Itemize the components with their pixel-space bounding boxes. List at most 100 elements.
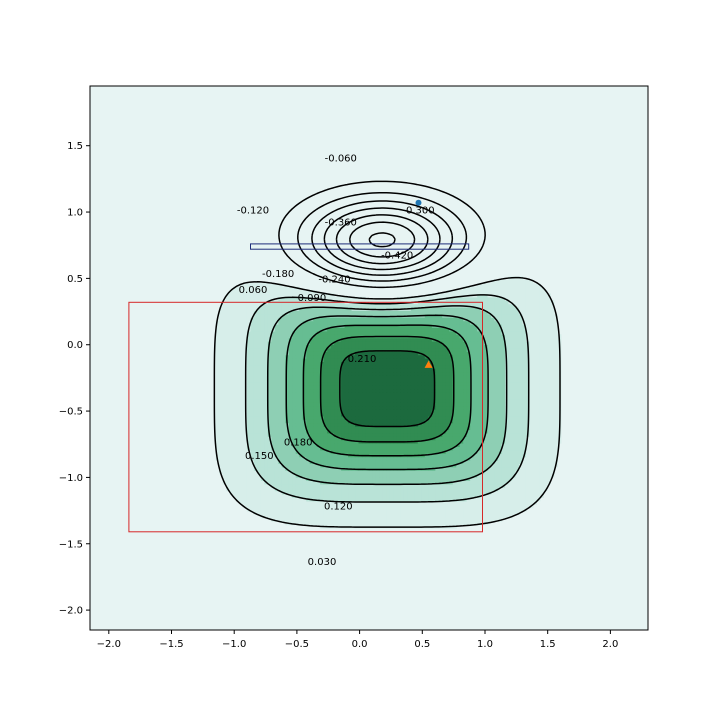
contour-fill-cell bbox=[459, 514, 464, 519]
contour-fill-cell bbox=[264, 395, 269, 400]
contour-fill-cell bbox=[309, 368, 314, 373]
contour-fill-cell bbox=[222, 453, 227, 458]
contour-fill-cell bbox=[257, 398, 262, 403]
contour-fill-cell bbox=[522, 494, 527, 498]
contour-fill-cell bbox=[410, 477, 415, 481]
contour-fill-cell bbox=[375, 473, 381, 478]
contour-fill-cell bbox=[442, 388, 447, 393]
contour-fill-cell bbox=[424, 415, 429, 420]
contour-fill-cell bbox=[539, 402, 544, 407]
contour-fill-cell bbox=[470, 378, 475, 383]
contour-fill-cell bbox=[543, 446, 548, 451]
contour-fill-cell bbox=[274, 507, 279, 512]
contour-fill-cell bbox=[313, 507, 318, 512]
contour-fill-cell bbox=[553, 364, 558, 369]
contour-fill-cell bbox=[498, 361, 503, 366]
contour-fill-cell bbox=[438, 511, 443, 515]
contour-fill-cell bbox=[236, 473, 241, 478]
contour-fill-cell bbox=[369, 409, 374, 413]
contour-fill-cell bbox=[306, 480, 311, 485]
contour-fill-cell bbox=[484, 483, 489, 488]
contour-fill-cell bbox=[299, 494, 304, 498]
contour-fill-cell bbox=[375, 419, 381, 424]
contour-fill-cell bbox=[400, 361, 405, 366]
contour-fill-cell bbox=[501, 511, 506, 515]
contour-fill-cell bbox=[358, 395, 363, 400]
contour-fill-cell bbox=[239, 449, 245, 454]
contour-fill-cell bbox=[320, 443, 325, 447]
contour-fill-cell bbox=[511, 378, 517, 383]
contour-fill-cell bbox=[264, 483, 269, 488]
contour-fill-cell bbox=[215, 449, 220, 454]
contour-fill-cell bbox=[553, 388, 558, 393]
contour-fill-cell bbox=[459, 395, 464, 400]
contour-fill-cell bbox=[365, 497, 370, 502]
contour-fill-cell bbox=[543, 456, 548, 461]
contour-fill-cell bbox=[435, 446, 440, 451]
contour-fill-cell bbox=[267, 466, 272, 471]
contour-fill-cell bbox=[362, 409, 367, 413]
contour-fill-cell bbox=[400, 477, 405, 481]
contour-fill-cell bbox=[491, 460, 496, 464]
contour-fill-cell bbox=[421, 347, 426, 352]
contour-fill-cell bbox=[253, 429, 258, 434]
contour-fill-cell bbox=[508, 375, 513, 379]
contour-fill-cell bbox=[525, 453, 531, 458]
contour-fill-cell bbox=[369, 375, 374, 379]
contour-fill-cell bbox=[379, 456, 384, 461]
contour-fill-cell bbox=[445, 388, 450, 393]
contour-fill-cell bbox=[515, 405, 520, 410]
contour-fill-cell bbox=[375, 470, 381, 475]
contour-fill-cell bbox=[299, 463, 304, 468]
contour-fill-cell bbox=[403, 500, 408, 505]
contour-fill-cell bbox=[463, 443, 468, 447]
contour-fill-cell bbox=[264, 371, 269, 376]
contour-fill-cell bbox=[414, 456, 419, 461]
contour-fill-cell bbox=[295, 344, 300, 349]
contour-fill-cell bbox=[292, 415, 297, 420]
contour-fill-cell bbox=[285, 477, 290, 481]
contour-fill-cell bbox=[445, 371, 450, 376]
contour-fill-cell bbox=[445, 514, 450, 519]
contour-fill-cell bbox=[274, 514, 279, 519]
contour-fill-cell bbox=[365, 517, 370, 522]
contour-fill-cell bbox=[491, 412, 496, 417]
contour-fill-cell bbox=[536, 470, 541, 475]
contour-fill-cell bbox=[393, 354, 398, 359]
contour-fill-cell bbox=[351, 395, 356, 400]
contour-fill-cell bbox=[323, 388, 328, 393]
contour-fill-cell bbox=[341, 419, 346, 424]
contour-fill-cell bbox=[351, 497, 356, 502]
contour-fill-cell bbox=[470, 419, 475, 424]
contour-fill-cell bbox=[529, 500, 534, 505]
contour-fill-cell bbox=[351, 368, 356, 373]
contour-fill-cell bbox=[257, 497, 262, 502]
contour-fill-cell bbox=[543, 487, 548, 492]
contour-fill-cell bbox=[403, 483, 408, 488]
contour-fill-cell bbox=[438, 405, 443, 410]
contour-fill-cell bbox=[477, 412, 482, 417]
contour-fill-cell bbox=[362, 507, 367, 512]
contour-fill-cell bbox=[546, 470, 551, 475]
contour-fill-cell bbox=[375, 432, 381, 437]
contour-fill-cell bbox=[327, 378, 332, 383]
contour-fill-cell bbox=[369, 456, 374, 461]
contour-fill-cell bbox=[219, 443, 224, 447]
contour-fill-cell bbox=[320, 347, 325, 352]
contour-fill-cell bbox=[532, 453, 537, 458]
contour-fill-cell bbox=[445, 432, 450, 437]
contour-fill-cell bbox=[452, 432, 457, 437]
contour-fill-cell bbox=[219, 381, 224, 386]
contour-fill-cell bbox=[274, 354, 279, 359]
contour-fill-cell bbox=[449, 368, 454, 373]
contour-fill-cell bbox=[417, 378, 422, 383]
contour-fill-cell bbox=[473, 351, 478, 356]
contour-fill-cell bbox=[309, 436, 314, 441]
contour-fill-cell bbox=[484, 364, 489, 369]
contour-fill-cell bbox=[271, 460, 276, 464]
contour-fill-cell bbox=[421, 473, 426, 478]
contour-fill-cell bbox=[365, 368, 370, 373]
contour-fill-cell bbox=[463, 426, 468, 430]
contour-fill-cell bbox=[466, 395, 471, 400]
contour-fill-cell bbox=[421, 361, 426, 366]
